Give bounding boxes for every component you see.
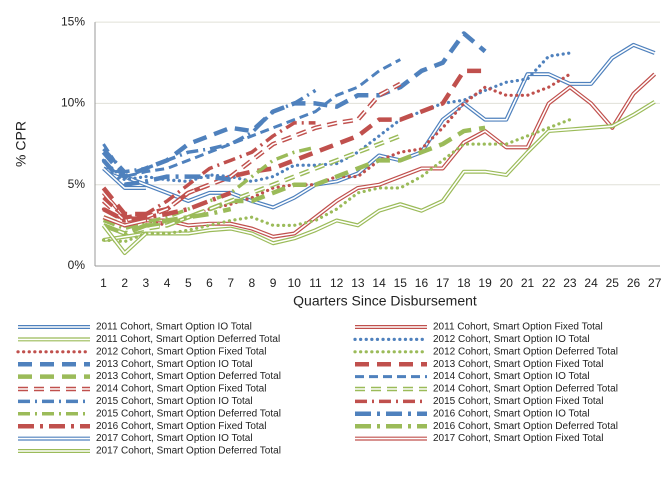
legend-label: 2011 Cohort, Smart Option Deferred Total — [96, 334, 280, 345]
x-tick-label: 9 — [270, 276, 277, 290]
legend-label: 2011 Cohort, Smart Option IO Total — [96, 322, 252, 333]
legend-label: 2014 Cohort, Smart Option Fixed Total — [96, 384, 266, 395]
legend-label: 2012 Cohort, Smart Option Deferred Total — [433, 346, 618, 357]
x-tick-label: 26 — [627, 276, 641, 290]
x-tick-label: 6 — [206, 276, 213, 290]
x-tick-label: 16 — [415, 276, 429, 290]
x-tick-label: 1 — [100, 276, 107, 290]
legend-label: 2013 Cohort, Smart Option Deferred Total — [96, 371, 281, 382]
legend-label: 2015 Cohort, Smart Option IO Total — [96, 396, 253, 407]
x-tick-label: 19 — [478, 276, 492, 290]
series-line-inner — [102, 83, 401, 222]
legend-label: 2017 Cohort, Smart Option Deferred Total — [96, 446, 281, 457]
legend-label: 2011 Cohort, Smart Option Fixed Total — [433, 322, 603, 333]
series-line — [103, 100, 656, 246]
series-line — [102, 121, 316, 219]
legend-label: 2013 Cohort, Smart Option IO Total — [96, 359, 253, 370]
series-line-inner — [103, 216, 147, 227]
x-tick-label: 17 — [436, 276, 450, 290]
series-line — [102, 125, 486, 228]
series-line-inner — [103, 101, 656, 245]
x-tick-label: 11 — [309, 276, 322, 290]
legend-label: 2016 Cohort, Smart Option Fixed Total — [96, 421, 266, 432]
legend-label: 2015 Cohort, Smart Option Fixed Total — [433, 396, 603, 407]
series-line — [102, 58, 402, 179]
legend-label: 2014 Cohort, Smart Option Deferred Total — [433, 384, 618, 395]
x-tick-label: 12 — [330, 276, 344, 290]
legend-label: 2012 Cohort, Smart Option Fixed Total — [96, 346, 266, 357]
y-tick-label: 10% — [61, 96, 85, 110]
x-tick-label: 13 — [351, 276, 365, 290]
series-line-inner — [102, 167, 146, 189]
x-tick-label: 18 — [457, 276, 471, 290]
series-line — [101, 51, 572, 184]
series-line-inner — [102, 73, 656, 238]
y-tick-label: 5% — [68, 177, 86, 191]
legend-label: 2017 Cohort, Smart Option Fixed Total — [433, 433, 603, 444]
x-tick-label: 10 — [288, 276, 302, 290]
x-tick-label: 3 — [143, 276, 150, 290]
x-tick-label: 24 — [584, 276, 598, 290]
series-line — [102, 190, 232, 223]
legend-label: 2013 Cohort, Smart Option Fixed Total — [433, 359, 603, 370]
legend-label: 2014 Cohort, Smart Option IO Total — [433, 371, 590, 382]
legend-label: 2012 Cohort, Smart Option IO Total — [433, 334, 590, 345]
series-line-inner — [103, 135, 401, 235]
x-tick-label: 7 — [227, 276, 234, 290]
x-tick-label: 2 — [121, 276, 128, 290]
x-tick-label: 20 — [500, 276, 514, 290]
x-tick-label: 4 — [164, 276, 171, 290]
series-line — [101, 118, 572, 244]
y-axis-title: % CPR — [13, 121, 29, 167]
legend-label: 2016 Cohort, Smart Option IO Total — [433, 408, 590, 419]
x-tick-label: 8 — [249, 276, 256, 290]
legend-label: 2015 Cohort, Smart Option Deferred Total — [96, 408, 281, 419]
x-tick-label: 25 — [606, 276, 620, 290]
x-tick-label: 5 — [185, 276, 192, 290]
legend-label: 2017 Cohort, Smart Option IO Total — [96, 433, 253, 444]
y-tick-label: 0% — [68, 258, 86, 272]
series-line-inner — [102, 224, 147, 254]
x-tick-label: 14 — [372, 276, 386, 290]
y-tick-label: 15% — [61, 14, 85, 28]
x-tick-label: 27 — [648, 276, 662, 290]
series-line — [102, 206, 232, 236]
series-line — [102, 88, 317, 174]
legend-label: 2016 Cohort, Smart Option Deferred Total — [433, 421, 618, 432]
series-line — [101, 158, 232, 187]
series-line — [102, 145, 316, 231]
x-axis-title: Quarters Since Disbursement — [293, 293, 477, 309]
series-line-inner — [103, 44, 655, 209]
x-tick-label: 15 — [394, 276, 408, 290]
x-tick-label: 21 — [521, 276, 535, 290]
x-tick-label: 23 — [563, 276, 577, 290]
x-tick-label: 22 — [542, 276, 556, 290]
